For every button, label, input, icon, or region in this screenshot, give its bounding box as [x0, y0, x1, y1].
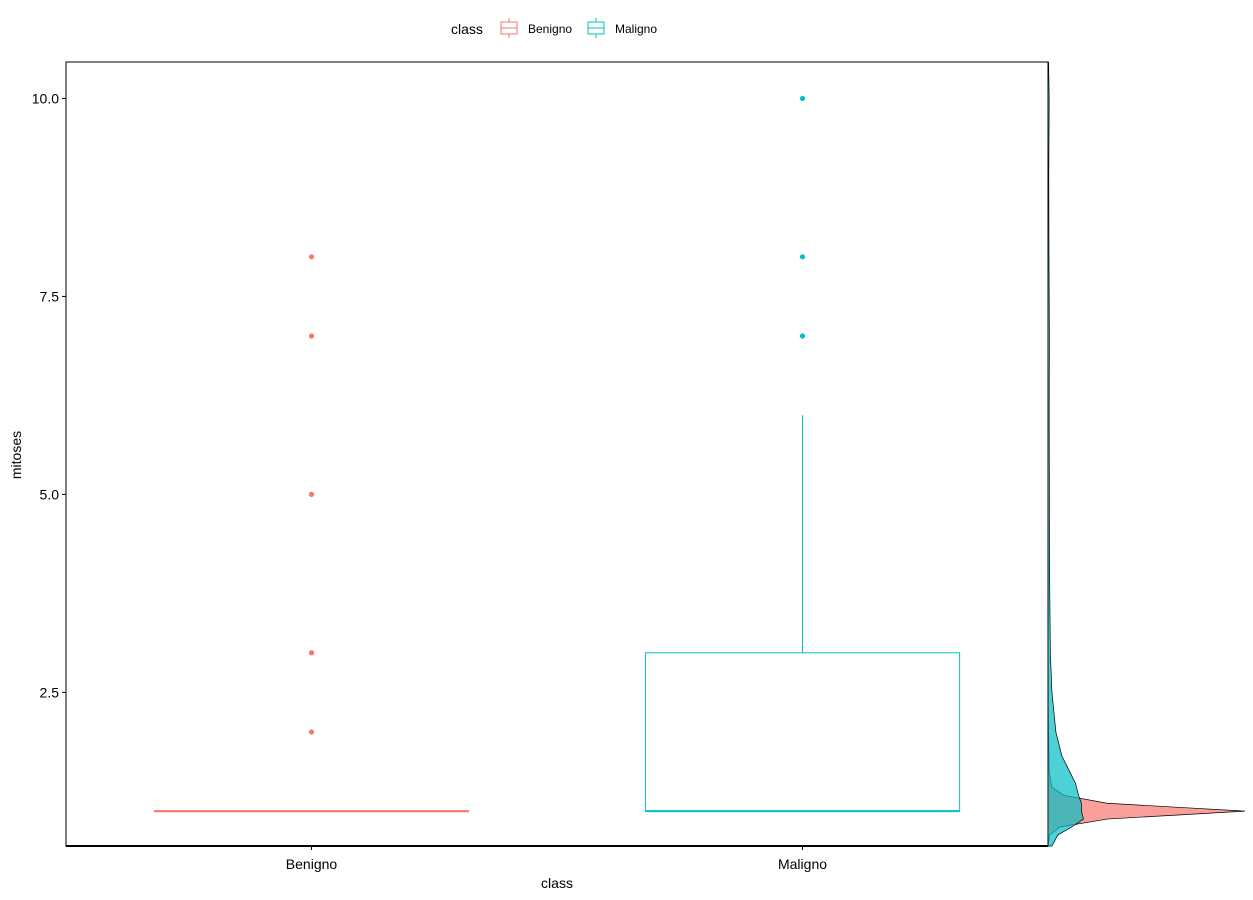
outlier-point [308, 650, 315, 656]
boxplots [153, 95, 961, 813]
legend-label-maligno: Maligno [615, 22, 657, 36]
x-axis-title: class [541, 875, 573, 891]
y-tick-label: 5.0 [40, 486, 60, 502]
outlier-point [308, 254, 315, 260]
y-axis-title: mitoses [8, 431, 24, 479]
box [644, 652, 961, 812]
outlier-point [308, 491, 315, 497]
outlier-point [308, 333, 315, 339]
x-tick-label: Benigno [286, 856, 338, 872]
density-area [1047, 61, 1084, 847]
y-axis-ticks: 2.5 5.0 7.5 10.0 [32, 90, 66, 700]
y-tick-label: 10.0 [32, 90, 59, 106]
outlier-point [799, 95, 806, 102]
x-axis-ticks: Benigno Maligno [286, 846, 827, 872]
legend-title: class [451, 21, 483, 37]
outlier-point [799, 333, 806, 339]
outlier-point [799, 254, 806, 260]
legend: class Benigno Maligno [451, 18, 657, 38]
legend-key-benigno [500, 18, 518, 38]
legend-key-maligno [587, 18, 605, 38]
marginal-density [1047, 61, 1246, 847]
y-tick-label: 7.5 [40, 288, 60, 304]
x-tick-label: Maligno [778, 856, 827, 872]
legend-label-benigno: Benigno [528, 22, 572, 36]
outlier-point [308, 729, 315, 735]
y-tick-label: 2.5 [40, 684, 60, 700]
density-area [1047, 61, 1246, 847]
